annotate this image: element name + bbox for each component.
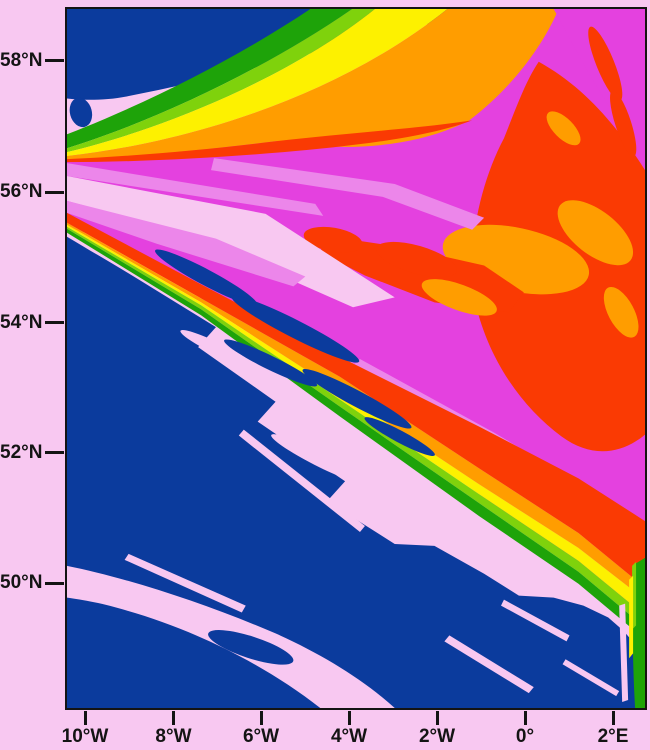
y-axis-label: 54°N bbox=[0, 311, 43, 333]
x-axis-label: 8°W bbox=[155, 726, 192, 747]
y-axis-label: 50°N bbox=[0, 572, 43, 594]
contour-region-red-mottle-1 bbox=[303, 226, 363, 253]
contour-region-navy-streak-2 bbox=[231, 295, 360, 363]
y-axis-label: 52°N bbox=[0, 441, 43, 463]
contour-region-orchid-streak-f bbox=[211, 158, 485, 230]
x-axis-label: 10°W bbox=[61, 726, 109, 747]
contour-region-navy-west-blob bbox=[69, 97, 93, 128]
contour-region-pink-thin-streak-2 bbox=[238, 429, 365, 533]
contour-region-pink-streak-in-sea-1 bbox=[180, 329, 256, 369]
x-axis-tick bbox=[347, 711, 351, 725]
x-axis-label: 4°W bbox=[330, 726, 368, 747]
x-axis-label: 2°W bbox=[418, 726, 456, 747]
y-axis-tick bbox=[45, 59, 64, 63]
contour-region-navy-streak-4 bbox=[302, 368, 412, 429]
contour-region-pink-streak-in-sea-2 bbox=[271, 434, 364, 483]
contour-region-red-sliver-upper bbox=[67, 120, 473, 163]
contour-region-orchid-streak-c bbox=[67, 200, 306, 287]
contour-region-red-streak-corner-1 bbox=[588, 26, 623, 101]
contour-region-yellow-band-upper bbox=[67, 9, 448, 157]
y-axis-label: 58°N bbox=[0, 49, 43, 71]
y-axis-label: 56°N bbox=[0, 181, 43, 203]
contour-region-orange-patch-4 bbox=[546, 111, 581, 146]
contour-region-pink-sliver-east-edge bbox=[619, 603, 629, 703]
contour-region-pink-sliver-se-1 bbox=[444, 635, 534, 694]
y-axis-tick bbox=[45, 581, 64, 585]
contour-map-svg bbox=[67, 9, 645, 708]
x-axis-tick bbox=[83, 711, 87, 725]
contour-region-red-front-band bbox=[67, 212, 645, 588]
contour-region-navy-hole-in-swath bbox=[208, 630, 294, 665]
contour-plot-area bbox=[65, 7, 647, 710]
contour-region-yellow-sliver-east bbox=[629, 575, 634, 659]
x-axis-label: 0° bbox=[515, 726, 535, 747]
contour-region-red-mottle-2 bbox=[376, 241, 457, 278]
y-axis-tick bbox=[45, 451, 64, 455]
x-axis-label: 2°E bbox=[597, 726, 629, 747]
x-axis-tick bbox=[611, 711, 615, 725]
contour-region-lightgreen-band-upper bbox=[67, 9, 375, 153]
contour-region-orchid-streak-a bbox=[67, 163, 324, 216]
x-axis-label: 6°W bbox=[242, 726, 280, 747]
contour-region-navy-streak-3 bbox=[224, 339, 318, 387]
x-axis-tick bbox=[523, 711, 527, 725]
y-axis-tick bbox=[45, 321, 64, 325]
contour-region-palepink-wedge-fan bbox=[67, 176, 395, 308]
contour-region-navy-streak-1 bbox=[155, 249, 258, 306]
contour-region-pink-thin-streak-1 bbox=[124, 553, 246, 613]
contour-region-orange-patch-3 bbox=[603, 286, 639, 338]
contour-region-pink-sliver-se-3 bbox=[562, 659, 620, 697]
x-axis-tick bbox=[435, 711, 439, 725]
contour-region-green-band-upper bbox=[67, 9, 353, 149]
x-axis-tick bbox=[259, 711, 263, 725]
contour-region-orange-region-north bbox=[67, 9, 559, 160]
contour-region-red-streak-corner-2 bbox=[610, 90, 637, 157]
contour-region-orange-mottle bbox=[421, 279, 497, 316]
contour-region-orange-patch-2 bbox=[557, 200, 634, 266]
contour-region-pink-sliver-se-2 bbox=[500, 599, 570, 642]
y-axis-tick bbox=[45, 190, 64, 194]
contour-region-navy-streak-5 bbox=[364, 417, 435, 456]
x-axis-tick bbox=[171, 711, 175, 725]
